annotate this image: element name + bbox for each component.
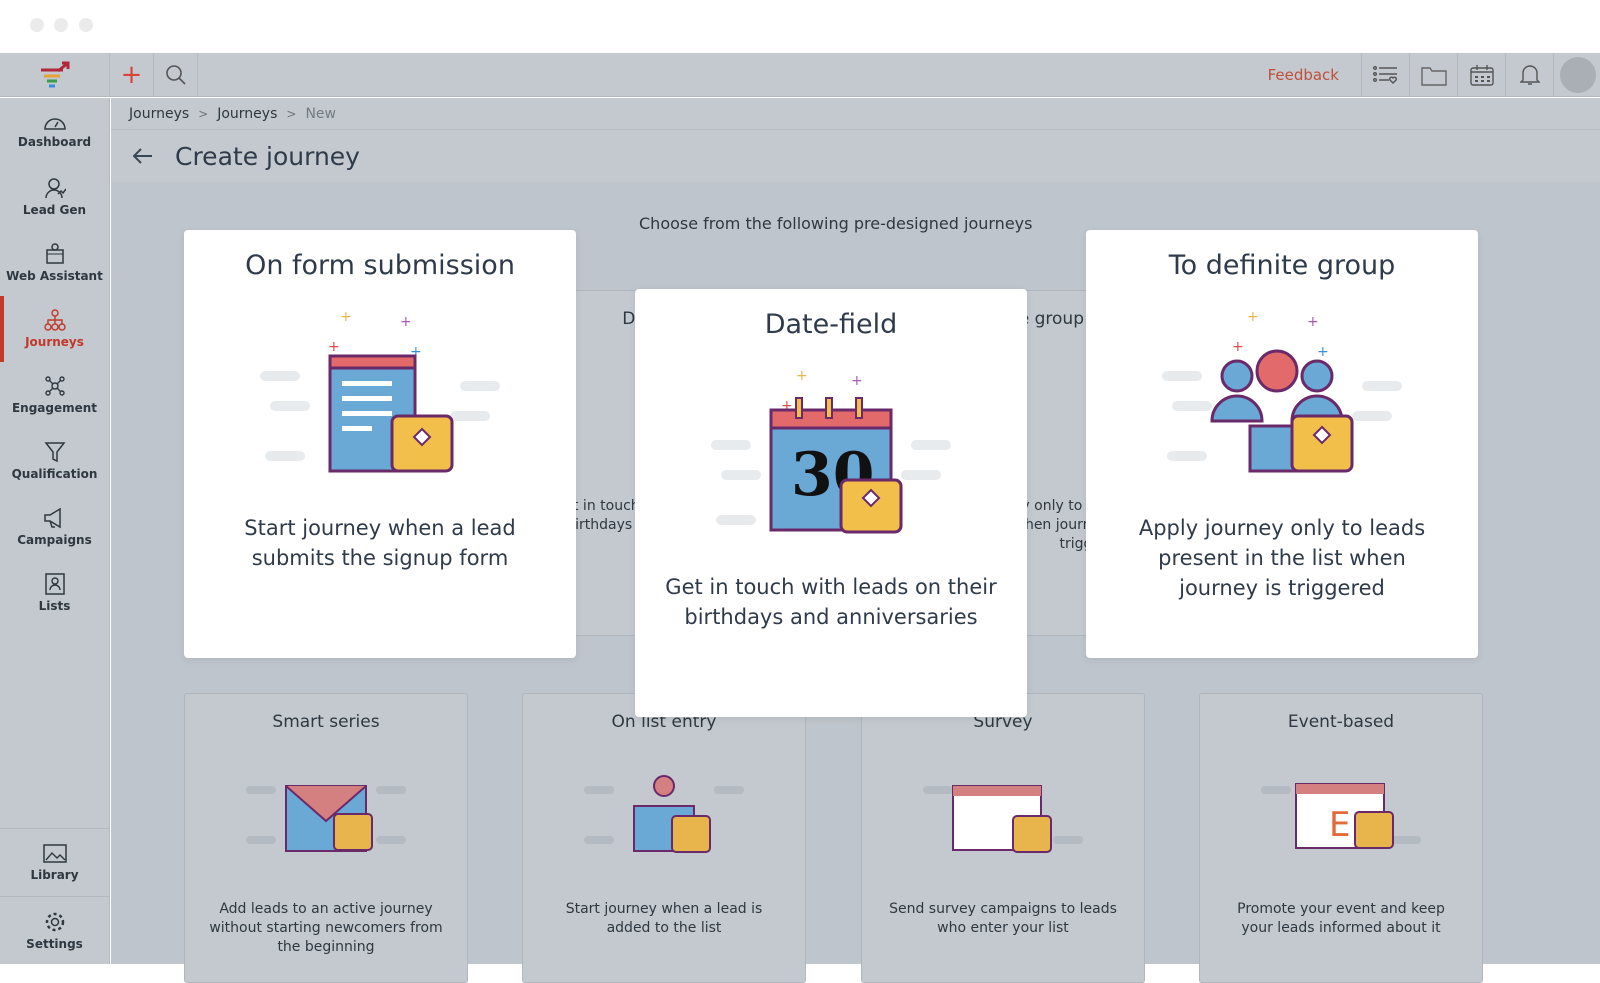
svg-text:+: + — [1247, 309, 1259, 325]
image-library-icon — [42, 843, 67, 863]
card-title: Event-based — [1287, 712, 1395, 732]
sidebar-item-qualification[interactable]: Qualification — [0, 428, 109, 494]
web-assistant-icon — [45, 243, 64, 264]
bell-icon — [1519, 64, 1540, 85]
svg-text:+: + — [1232, 339, 1244, 355]
search-button[interactable] — [154, 52, 198, 97]
sidebar-item-label: Engagement — [11, 401, 98, 415]
breadcrumb-link[interactable]: Journeys — [129, 105, 190, 122]
lead-gen-icon — [44, 178, 66, 199]
calendar-button[interactable] — [1458, 52, 1506, 97]
notifications-button[interactable] — [1506, 52, 1554, 97]
svg-text:+: + — [781, 398, 793, 414]
event-illustration: E — [1261, 783, 1421, 849]
card-desc: Add leads to an active journey without s… — [209, 901, 443, 955]
svg-text:+: + — [340, 309, 352, 325]
form-illustration: + +++ — [260, 309, 500, 473]
group-illustration: + ++ + — [1162, 309, 1402, 473]
card-desc: Send survey campaigns to leads who enter… — [889, 901, 1117, 936]
avatar[interactable] — [1560, 56, 1596, 93]
funnel-icon — [43, 442, 66, 463]
subtitle: Choose from the following pre-designed j… — [639, 214, 1033, 233]
card-desc: Apply journey only to leads present in t… — [1138, 516, 1426, 600]
sidebar-item-label: Journeys — [25, 335, 84, 349]
lists-icon — [44, 573, 65, 595]
dashboard-icon — [43, 118, 66, 130]
window-titlebar — [0, 0, 1600, 53]
svg-text:+: + — [1317, 344, 1329, 360]
svg-text:+: + — [400, 314, 412, 330]
journey-card-on-list-entry[interactable]: On list entry Start journey when a lead … — [522, 693, 806, 983]
breadcrumb-current: New — [305, 105, 336, 122]
svg-text:+: + — [410, 344, 422, 360]
engagement-icon — [44, 376, 65, 396]
card-title: Smart series — [272, 712, 380, 732]
card-desc: Start journey when a lead is added to th… — [565, 901, 763, 936]
sidebar-item-label: Lead Gen — [22, 203, 87, 217]
page-title: Create journey — [175, 141, 360, 171]
card-title: On form submission — [245, 250, 515, 281]
sidebar-item-journeys[interactable]: Journeys — [0, 296, 109, 362]
card-title: Date-field — [764, 309, 898, 340]
list-heart-icon — [1372, 65, 1397, 84]
sidebar-item-library[interactable]: Library — [0, 828, 109, 896]
add-icon: + — [120, 59, 143, 90]
folder-button[interactable] — [1410, 52, 1458, 97]
list-people-illustration — [584, 775, 744, 853]
svg-text:+: + — [328, 339, 340, 355]
calendar-illustration: + ++30 — [711, 368, 951, 534]
card-desc: Start journey when a lead submits the si… — [244, 516, 516, 570]
breadcrumb-link[interactable]: Journeys — [217, 105, 278, 122]
sidebar-item-label: Lists — [38, 599, 71, 613]
window-close-button[interactable] — [30, 18, 44, 32]
sidebar-item-campaigns[interactable]: Campaigns — [0, 494, 109, 560]
search-icon — [165, 64, 186, 85]
sidebar-item-label: Dashboard — [17, 135, 92, 149]
sidebar-item-label: Qualification — [11, 467, 98, 481]
folder-icon — [1420, 66, 1447, 86]
calendar-icon — [1469, 64, 1494, 86]
back-arrow-icon[interactable] — [133, 148, 153, 164]
journeys-icon — [43, 309, 66, 331]
sidebar-item-web-assistant[interactable]: Web Assistant — [0, 230, 109, 296]
sidebar-item-lead-gen[interactable]: Lead Gen — [0, 164, 109, 230]
breadcrumb: Journeys > Journeys > New — [111, 98, 1600, 130]
card-desc: Get in touch with leads on their birthda… — [665, 575, 997, 629]
card-title: To definite group — [1168, 250, 1396, 281]
envelope-illustration — [246, 785, 406, 852]
svg-text:+: + — [796, 368, 808, 384]
journey-card-date-field[interactable]: Date-field + + +30 Get in touch with leads… — [635, 289, 1027, 717]
sidebar-item-label: Campaigns — [17, 533, 92, 547]
sidebar-item-label: Settings — [26, 936, 83, 951]
card-title: Survey — [973, 712, 1033, 732]
sidebar-item-engagement[interactable]: Engagement — [0, 362, 109, 428]
svg-text:+: + — [851, 373, 863, 389]
feedback-link[interactable]: Feedback — [1246, 52, 1362, 97]
sidebar-item-dashboard[interactable]: Dashboard — [0, 98, 109, 164]
journey-card-on-form-submission[interactable]: On form submission + + + + Start journey wh… — [184, 230, 576, 658]
gear-icon — [45, 912, 64, 931]
svg-text:+: + — [1307, 314, 1319, 330]
sidebar-item-lists[interactable]: Lists — [0, 560, 109, 626]
window-maximize-button[interactable] — [79, 18, 93, 32]
app-logo[interactable] — [0, 52, 110, 97]
sidebar-item-settings[interactable]: Settings — [0, 896, 109, 964]
journey-card-survey[interactable]: Survey Send survey campaigns to leads wh… — [861, 693, 1145, 983]
journey-card-to-definite-group[interactable]: To definite group + + + + Apply journey onl… — [1086, 230, 1478, 658]
sidebar-item-label: Web Assistant — [6, 269, 103, 283]
top-bar: + Feedback — [0, 52, 1600, 97]
add-button[interactable]: + — [110, 52, 154, 97]
card-title: On list entry — [611, 712, 717, 732]
sidebar-item-label: Library — [30, 867, 79, 882]
journey-card-smart-series[interactable]: Smart series Add leads to an active jour… — [184, 693, 468, 983]
list-heart-button[interactable] — [1362, 52, 1410, 97]
megaphone-icon — [43, 507, 61, 529]
card-desc: Promote your event and keep your leads i… — [1237, 901, 1445, 936]
journey-card-event-based[interactable]: Event-based E Promote your event and kee… — [1199, 693, 1483, 983]
svg-text:E: E — [1329, 805, 1350, 845]
survey-illustration — [923, 785, 1083, 853]
sidebar: Dashboard Lead Gen Web Assistant Journey… — [0, 98, 110, 964]
window-minimize-button[interactable] — [54, 18, 68, 32]
